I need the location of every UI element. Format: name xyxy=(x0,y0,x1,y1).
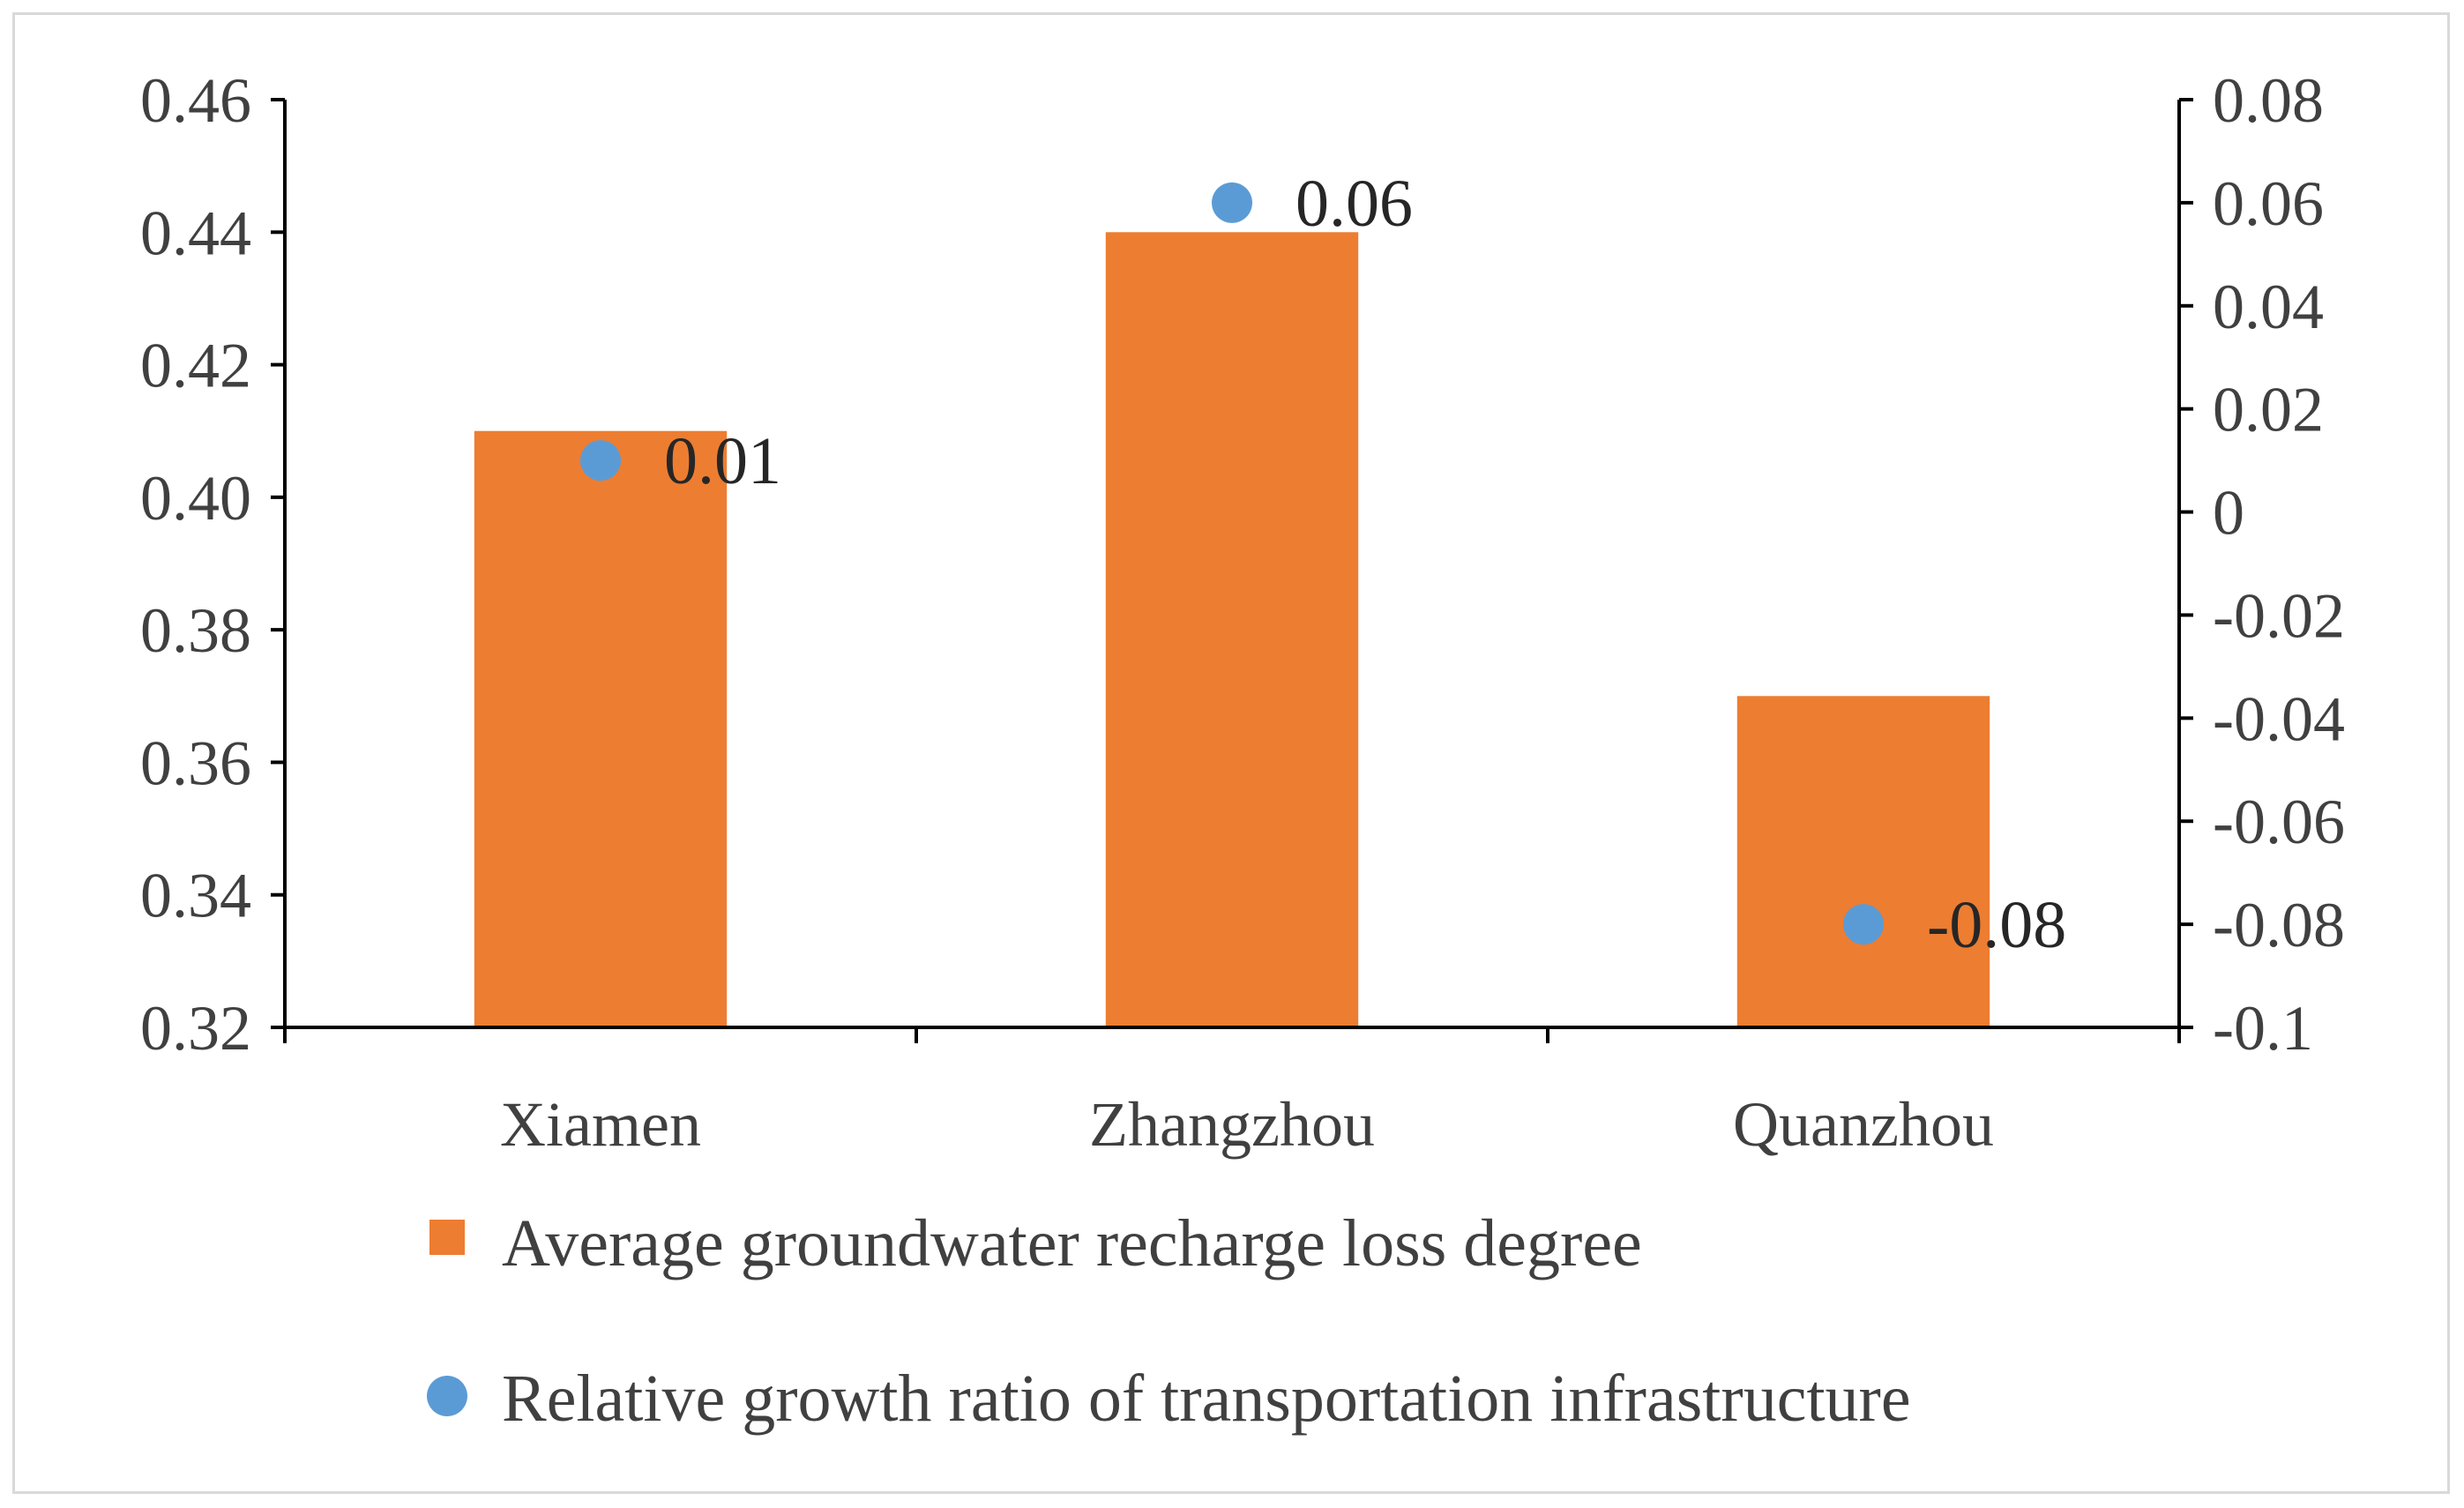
bar-quanzhou xyxy=(1736,696,1990,1027)
data-label-zhangzhou: 0.06 xyxy=(1295,167,1413,241)
right-tick-label: -0.08 xyxy=(2213,890,2345,960)
left-tick-label: 0.34 xyxy=(140,861,251,931)
left-tick-label: 0.42 xyxy=(140,331,251,401)
point-quanzhou xyxy=(1843,904,1884,945)
left-tick-label: 0.40 xyxy=(140,463,251,534)
left-tick-label: 0.46 xyxy=(140,65,251,136)
data-label-xiamen: 0.01 xyxy=(664,424,781,498)
legend-label-bar: Average groundwater recharge loss degree xyxy=(502,1206,1642,1280)
legend-label-point: Relative growth ratio of transportation … xyxy=(502,1362,1911,1436)
right-tick-label: 0.08 xyxy=(2213,65,2324,136)
legend-swatch-bar xyxy=(429,1220,465,1255)
right-tick-label: -0.06 xyxy=(2213,787,2345,857)
left-tick-label: 0.38 xyxy=(140,595,251,666)
right-tick-label: -0.04 xyxy=(2213,683,2345,754)
right-tick-label: 0 xyxy=(2213,478,2244,549)
point-zhangzhou xyxy=(1212,182,1252,223)
legend-swatch-point xyxy=(427,1376,467,1416)
left-tick-label: 0.32 xyxy=(140,993,251,1064)
bar-xiamen xyxy=(474,430,728,1027)
chart: 0.32 0.34 0.36 0.38 0.40 0.42 0.44 0.46 -0.1 -0.0… xyxy=(140,65,2345,1436)
right-tick-label: 0.02 xyxy=(2213,375,2324,445)
bar-zhangzhou xyxy=(1105,232,1359,1027)
x-tick-label-zhangzhou: Zhangzhou xyxy=(1089,1089,1375,1160)
left-tick-label: 0.36 xyxy=(140,728,251,798)
x-tick-label-quanzhou: Quanzhou xyxy=(1733,1089,1994,1160)
x-tick-label-xiamen: Xiamen xyxy=(500,1089,701,1160)
right-tick-label: 0.04 xyxy=(2213,272,2324,342)
point-xiamen xyxy=(580,440,621,482)
right-tick-label: 0.06 xyxy=(2213,168,2324,239)
chart-frame: 0.32 0.34 0.36 0.38 0.40 0.42 0.44 0.46 -0.1 -0.0… xyxy=(12,12,2450,1494)
right-tick-label: -0.1 xyxy=(2213,993,2313,1064)
data-label-quanzhou: -0.08 xyxy=(1927,888,2066,962)
left-tick-label: 0.44 xyxy=(140,198,251,268)
right-tick-label: -0.02 xyxy=(2213,580,2345,651)
